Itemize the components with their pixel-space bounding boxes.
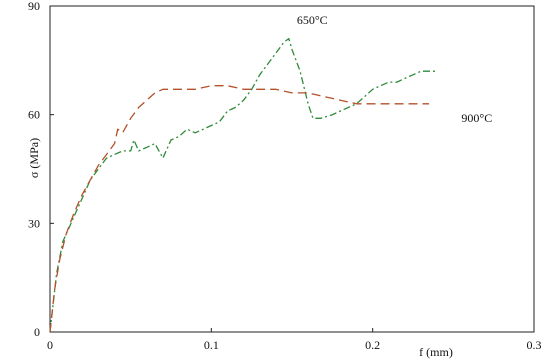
series-lines (49, 37, 438, 333)
y-tick-label: 60 (28, 108, 40, 122)
axis-ticks: 0 0.1 0.2 0.3 0 30 60 90 (28, 0, 542, 352)
y-tick-label: 0 (34, 325, 40, 339)
plot-frame (49, 5, 535, 333)
y-tick-label: 30 (28, 216, 40, 230)
series-line-900c (49, 85, 430, 333)
x-tick-label: 0.1 (204, 338, 219, 352)
x-tick-label: 0.3 (527, 338, 542, 352)
series-annotation: 650°C (297, 13, 328, 27)
series-annotation: 900°C (461, 111, 492, 125)
x-tick-label: 0.2 (365, 338, 380, 352)
annotations: 650°C 900°C (297, 13, 492, 125)
y-tick-label: 90 (28, 0, 40, 13)
y-axis-label: σ (MPa) (27, 138, 41, 178)
series-line-650c (49, 37, 438, 333)
x-axis-label: f (mm) (419, 345, 453, 359)
x-tick-label: 0 (47, 338, 53, 352)
